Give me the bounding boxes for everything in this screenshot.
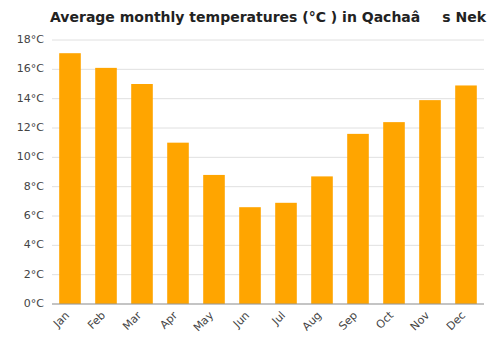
bar [203, 175, 225, 304]
grid-line [52, 69, 484, 70]
bar [419, 100, 441, 304]
bar [275, 203, 297, 304]
x-tick-label: Aug [300, 309, 324, 333]
y-axis: 0°C 2°C 4°C 6°C 8°C 10°C 12°C 14°C 16°C 18°C [17, 33, 44, 310]
y-tick-label: 8°C [24, 180, 44, 193]
y-tick-label: 14°C [17, 92, 44, 105]
y-tick-label: 6°C [24, 209, 44, 222]
x-tick-label: Feb [85, 309, 108, 332]
y-tick-label: 12°C [17, 121, 44, 134]
bar [95, 68, 117, 304]
chart-title: Average monthly temperatures (°C ) in Qa… [50, 9, 487, 25]
x-tick-label: Jun [230, 309, 252, 331]
chart: Average monthly temperatures (°C ) in Qa… [0, 0, 500, 350]
x-tick-label: Jul [269, 309, 288, 328]
y-tick-label: 16°C [17, 62, 44, 75]
x-tick-label: Apr [157, 309, 180, 332]
y-tick-label: 10°C [17, 150, 44, 163]
x-tick-label: Mar [120, 309, 144, 333]
x-tick-label: Dec [444, 309, 468, 333]
bar [383, 122, 405, 304]
x-tick-label: Jan [50, 309, 72, 331]
x-tick-label: Sep [336, 309, 360, 333]
y-tick-label: 0°C [24, 297, 44, 310]
y-tick-label: 2°C [24, 268, 44, 281]
bars [59, 53, 477, 304]
y-tick-label: 18°C [17, 33, 44, 46]
bar [239, 207, 261, 304]
x-tick-label: Oct [373, 308, 396, 331]
grid-line [52, 40, 484, 41]
grid [52, 40, 484, 304]
x-tick-label: Nov [408, 309, 433, 334]
bar [455, 85, 477, 304]
x-axis: Jan Feb Mar Apr May Jun Jul Aug Sep Oct Nov Dec [50, 304, 484, 334]
grid-line [52, 98, 484, 99]
x-tick-label: May [191, 309, 217, 335]
bar [59, 53, 81, 304]
grid-line [52, 304, 484, 305]
bar [311, 176, 333, 304]
bar [167, 143, 189, 304]
bar [347, 134, 369, 304]
y-tick-label: 4°C [24, 238, 44, 251]
chart-container: Average monthly temperatures (°C ) in Qa… [0, 0, 500, 350]
x-axis-line [52, 304, 484, 305]
bar [131, 84, 153, 304]
